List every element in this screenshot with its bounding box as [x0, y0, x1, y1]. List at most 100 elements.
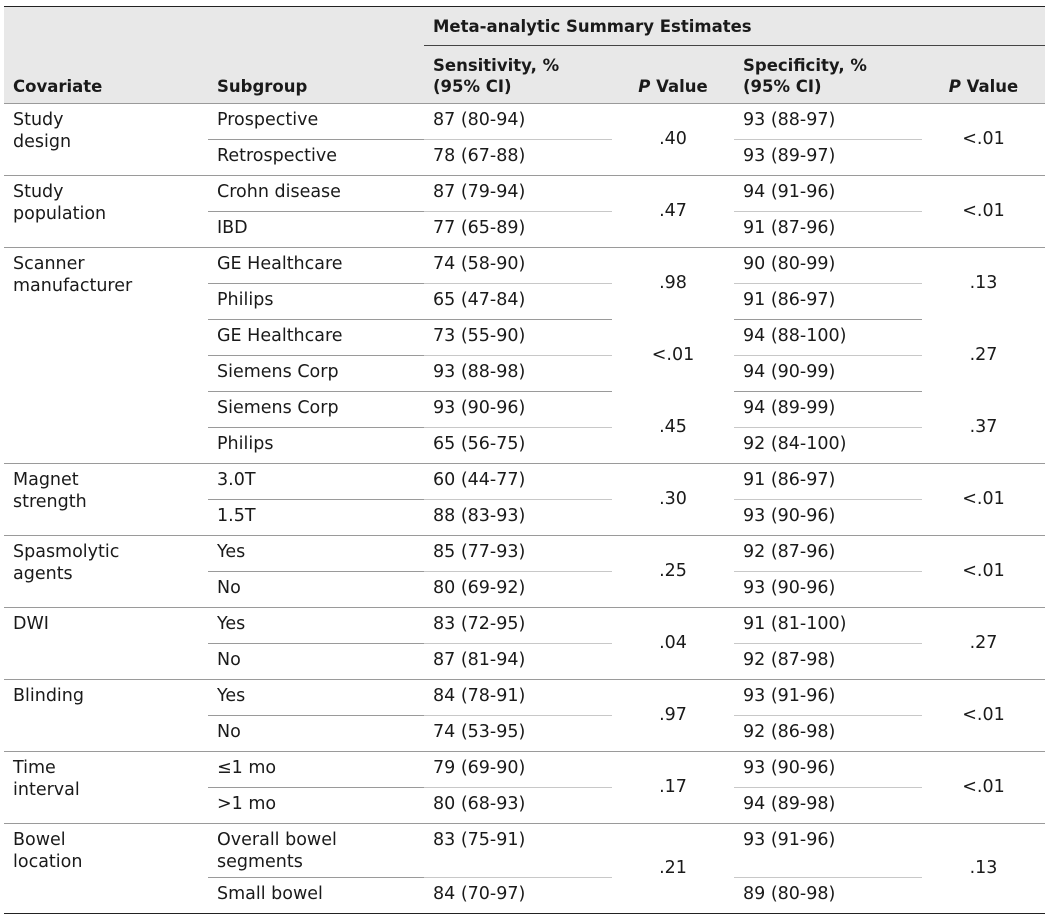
p-value-specificity-cell: .27 [922, 607, 1045, 680]
subgroup-cell: Yes [208, 679, 424, 716]
subgroup-cell: GE Healthcare [208, 247, 424, 284]
p-value-specificity-cell: <.01 [922, 679, 1045, 752]
specificity-cell: 94 (91-96) [734, 175, 922, 212]
sensitivity-cell: 65 (56-75) [424, 427, 612, 464]
header-subgroup: Subgroup [217, 77, 308, 96]
specificity-cell: 92 (86-98) [734, 715, 922, 752]
sensitivity-cell: 74 (53-95) [424, 715, 612, 752]
subgroup-cell: No [208, 715, 424, 752]
table-row: Spasmolytic agents Yes 85 (77-93) .25 92 (87… [4, 535, 1045, 608]
subgroup-cell: IBD [208, 211, 424, 248]
p-value-specificity-cell: <.01 [922, 175, 1045, 248]
superheader: Meta-analytic Summary Estimates [424, 6, 1045, 46]
specificity-cell: 91 (86-97) [734, 283, 922, 320]
table-row: DWI Yes 83 (72-95) .04 91 (81-100) .27 [4, 607, 1045, 680]
sensitivity-cell: 93 (88-98) [424, 355, 612, 392]
sensitivity-cell: 83 (72-95) [424, 607, 612, 644]
sensitivity-cell: 83 (75-91) [424, 823, 612, 878]
covariate-cell: Time interval [4, 751, 208, 824]
p-value-specificity-cell: <.01 [922, 751, 1045, 824]
covariate-cell: Study design [4, 103, 208, 176]
subgroup-cell: Prospective [208, 103, 424, 140]
specificity-cell: 92 (87-98) [734, 643, 922, 680]
covariate-cell: Scanner manufacturer [4, 247, 208, 464]
table-row: >1 mo 80 (68-93) 94 (89-98) [4, 787, 1045, 824]
subgroup-cell: Philips [208, 283, 424, 320]
specificity-cell: 93 (90-96) [734, 499, 922, 536]
table-row: Small bowel 84 (70-97) 89 (80-98) [4, 877, 1045, 914]
table-row: Study population Crohn disease 87 (79-94).… [4, 175, 1045, 248]
p-value-sensitivity-cell: .98 [612, 247, 734, 320]
specificity-cell: 94 (89-98) [734, 787, 922, 824]
covariate-cell: Blinding [4, 679, 208, 752]
specificity-cell: 93 (90-96) [734, 571, 922, 608]
specificity-cell: 94 (90-99) [734, 355, 922, 392]
subgroup-cell: Retrospective [208, 139, 424, 176]
specificity-cell: 92 (87-96) [734, 535, 922, 572]
covariate-cell: Magnet strength [4, 463, 208, 536]
subgroup-cell: >1 mo [208, 787, 424, 824]
meta-analysis-table: Meta-analytic Summary Estimates Covariat… [4, 6, 1045, 914]
p-value-sensitivity-cell: .45 [659, 416, 687, 437]
table-row: IBD 77 (65-89) 91 (87-96) [4, 211, 1045, 248]
specificity-cell: 89 (80-98) [734, 877, 922, 914]
subgroup-cell: Crohn disease [208, 175, 424, 212]
p-value-specificity-cell: <.01 [922, 463, 1045, 536]
table-header: Meta-analytic Summary Estimates Covariat… [4, 6, 1045, 104]
table-row: Philips 65 (56-75) 92 (84-100) [4, 427, 1045, 464]
sensitivity-cell: 87 (79-94) [424, 175, 612, 212]
subgroup-cell: No [208, 571, 424, 608]
sensitivity-cell: 87 (80-94) [424, 103, 612, 140]
subgroup-cell: 1.5T [208, 499, 424, 536]
subgroup-cell: ≤1 mo [208, 751, 424, 788]
p-value-sensitivity-cell: .25 [612, 535, 734, 608]
sensitivity-cell: 84 (70-97) [424, 877, 612, 914]
subgroup-cell: Small bowel [208, 877, 424, 914]
sensitivity-cell: 79 (69-90) [424, 751, 612, 788]
table-body: Study design Prospective 87 (80-94) .40 93 (… [4, 103, 1045, 914]
header-covariate: Covariate [13, 77, 103, 96]
sensitivity-cell: 80 (69-92) [424, 571, 612, 608]
specificity-cell: 93 (90-96) [734, 751, 922, 788]
header-p-value-sensitivity: P Value [638, 77, 708, 96]
sensitivity-cell: 77 (65-89) [424, 211, 612, 248]
specificity-cell: 91 (81-100) [734, 607, 922, 644]
sensitivity-cell: 87 (81-94) [424, 643, 612, 680]
table-row: Scanner manufacturer GE Healthcare 74 (58-… [4, 247, 1045, 464]
covariate-cell: Study population [4, 175, 208, 248]
header-specificity: Specificity, % (95% CI) [743, 56, 867, 96]
table-row: 1.5T 88 (83-93) 93 (90-96) [4, 499, 1045, 536]
p-value-sensitivity-cell: <.01 [651, 345, 695, 365]
sensitivity-cell: 88 (83-93) [424, 499, 612, 536]
table-row: Magnet strength 3.0T 60 (44-77) .30 91 (86-9… [4, 463, 1045, 536]
specificity-cell: 92 (84-100) [734, 427, 922, 464]
header-sensitivity: Sensitivity, % (95% CI) [433, 56, 560, 96]
table-row: Siemens Corp 93 (90-96) .45 94 (89-99) .37 [4, 391, 1045, 437]
p-value-sensitivity-cell: .17 [612, 751, 734, 824]
specificity-cell: 94 (89-99) [734, 391, 922, 428]
table-row: Time interval ≤1 mo 79 (69-90) .17 93 (90-96… [4, 751, 1045, 824]
p-value-sensitivity-cell: .04 [612, 607, 734, 680]
subgroup-cell: 3.0T [208, 463, 424, 500]
covariate-cell: Bowel location [4, 823, 208, 914]
p-value-specificity-cell: .37 [969, 416, 998, 437]
sensitivity-cell: 60 (44-77) [424, 463, 612, 500]
sensitivity-cell: 93 (90-96) [424, 391, 612, 428]
subgroup-cell: Siemens Corp [208, 355, 424, 392]
specificity-cell: 91 (87-96) [734, 211, 922, 248]
p-value-specificity-cell: .13 [922, 823, 1045, 914]
specificity-cell: 90 (80-99) [734, 247, 922, 284]
covariate-cell: DWI [4, 607, 208, 680]
subgroup-cell: Siemens Corp [208, 391, 424, 428]
subgroup-cell: No [208, 643, 424, 680]
specificity-cell: 91 (86-97) [734, 463, 922, 500]
p-value-sensitivity-cell: .40 [612, 103, 734, 176]
p-value-specificity-cell: .13 [922, 247, 1045, 320]
table-row: No 87 (81-94) 92 (87-98) [4, 643, 1045, 680]
table-row: Philips 65 (47-84) 91 (86-97) [4, 283, 1045, 320]
p-value-specificity-cell: <.01 [922, 535, 1045, 608]
subgroup-cell: GE Healthcare [208, 319, 424, 356]
specificity-cell: 93 (88-97) [734, 103, 922, 140]
specificity-cell: 93 (89-97) [734, 139, 922, 176]
sensitivity-cell: 73 (55-90) [424, 319, 612, 356]
